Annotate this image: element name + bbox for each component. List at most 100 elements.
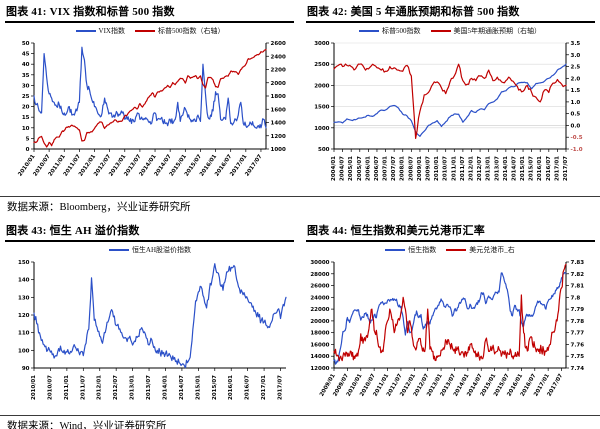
chart-42-legend: 标普500指数 美国5年期通胀预期（右轴） [359, 25, 541, 37]
tick-label: 2600 [271, 41, 286, 47]
legend-item: 恒生指数 [385, 245, 436, 255]
tick-label: 2011/01 [451, 156, 457, 181]
tick-label: 50 [22, 41, 30, 47]
tick-label: 2010/01 [31, 375, 37, 400]
tick-label: 2016/07 [245, 375, 251, 400]
tick-label: 2016/01 [537, 156, 543, 181]
tick-label: 2012/01 [468, 156, 474, 181]
tick-label: 3.0 [571, 53, 581, 59]
tick-label: 12000 [310, 366, 329, 372]
tick-label: 2000 [271, 81, 286, 87]
tick-label: 90 [22, 366, 30, 372]
tick-label: 0.0 [571, 123, 581, 129]
tick-label: 7.74 [571, 366, 585, 372]
tick-label: 15 [22, 115, 30, 121]
tick-label: 7.76 [571, 342, 585, 348]
tick-label: 3000 [314, 41, 329, 47]
tick-label: 2013/01 [486, 156, 492, 181]
tick-label: 2011/07 [80, 375, 86, 400]
tick-label: 7.77 [571, 331, 585, 337]
figure-43-title: 图表 43: 恒生 AH 溢价指数 [5, 222, 294, 242]
tick-label: 7.81 [571, 284, 585, 290]
source-caption-bottom: 数据来源：Wind，兴业证券研究所 [0, 415, 600, 429]
legend-item: 恒生AH股溢价指数 [108, 245, 191, 255]
tick-label: 3.5 [571, 41, 581, 47]
tick-label: 2006/01 [365, 156, 371, 181]
tick-label: 7.82 [571, 272, 585, 278]
legend-label: 美国5年期通胀预期（右轴） [453, 27, 542, 35]
tick-label: 2000 [314, 83, 329, 89]
tick-label: 2500 [314, 62, 329, 68]
chart-41-series-1 [33, 49, 267, 148]
tick-label: 2005/07 [357, 156, 363, 181]
tick-label: 2005/01 [348, 156, 354, 181]
chart-row-bottom: 恒生AH股溢价指数 90 100 110 120 130 140 150 2010/01 2010… [0, 242, 600, 414]
tick-label: 7.75 [571, 354, 585, 360]
tick-label: 2.5 [571, 65, 581, 71]
tick-label: 2.0 [571, 76, 581, 82]
tick-label: 2004/01 [331, 156, 337, 181]
legend-label: 标普500指数（右轴） [157, 27, 225, 35]
tick-label: 2200 [271, 68, 286, 74]
tick-label: 120 [18, 313, 30, 319]
chart-41-canvas: 0 5 10 15 20 25 30 35 40 45 50 1000 1200 1400 1600 1800… [17, 41, 286, 178]
tick-label: 1.5 [571, 88, 581, 94]
figure-title-row-bottom: 图表 43: 恒生 AH 溢价指数 图表 44: 恒生指数和美元兑港币汇率 [0, 219, 600, 242]
tick-label: 2010/01 [434, 156, 440, 181]
legend-item: 标普500指数（右轴） [134, 26, 225, 36]
tick-label: 2016/07 [546, 156, 552, 181]
tick-label: 30 [22, 83, 30, 89]
chart-42-series-0 [333, 63, 567, 137]
tick-label: 1400 [271, 121, 286, 127]
tick-label: 10 [22, 126, 30, 132]
tick-label: 35 [22, 73, 30, 79]
tick-label: 150 [18, 260, 30, 266]
tick-label: 500 [318, 147, 330, 153]
chart-42-series-1 [333, 63, 567, 140]
tick-label: 18000 [310, 331, 329, 337]
chart-41-legend: VIX指数 标普500指数（右轴） [75, 25, 225, 37]
chart-43-series-0 [33, 263, 287, 369]
tick-label: 2017/07 [278, 375, 284, 400]
legend-item: 标普500指数 [359, 26, 421, 36]
tick-label: 2012/01 [97, 375, 103, 400]
legend-item: 美元兑港币_右 [446, 245, 515, 255]
tick-label: 5 [26, 136, 30, 142]
source-caption-top: 数据来源：Bloomberg，兴业证券研究所 [0, 196, 600, 216]
legend-line-swatch [75, 30, 96, 32]
tick-label: 100 [18, 348, 30, 354]
tick-label: 2014/07 [511, 156, 517, 181]
tick-label: 2012/07 [477, 156, 483, 181]
tick-label: 140 [18, 278, 30, 284]
chart-41-panel: VIX指数 标普500指数（右轴） 0 5 10 15 20 25 30 35 40 45 50 1000… [0, 23, 300, 195]
tick-label: 2017/01 [554, 156, 560, 181]
legend-label: 恒生指数 [408, 246, 437, 254]
tick-label: 110 [18, 331, 30, 337]
tick-label: 2015/01 [195, 375, 201, 400]
legend-line-swatch [385, 249, 406, 251]
tick-label: 1000 [314, 126, 329, 132]
chart-44-series-0 [333, 271, 567, 365]
tick-label: 2008/01 [400, 156, 406, 181]
tick-label: 28000 [310, 272, 329, 278]
tick-label: 2014/01 [162, 375, 168, 400]
tick-label: 1.0 [571, 100, 581, 106]
chart-43-panel: 恒生AH股溢价指数 90 100 110 120 130 140 150 2010/01 2010… [0, 242, 300, 414]
tick-label: 14000 [310, 354, 329, 360]
tick-label: 2011/07 [460, 156, 466, 181]
tick-label: 2013/01 [130, 375, 136, 400]
tick-label: 2007/01 [383, 156, 389, 181]
legend-line-swatch [108, 249, 129, 251]
chart-43-legend: 恒生AH股溢价指数 [108, 244, 191, 256]
chart-43-canvas: 90 100 110 120 130 140 150 2010/01 2010/07 2011/0… [18, 260, 287, 400]
tick-label: 2008/07 [408, 156, 414, 181]
tick-label: 2015/07 [529, 156, 535, 181]
chart-44-canvas: 12000 14000 16000 18000 20000 22000 24000 26000… [310, 260, 585, 398]
chart-41-series-0 [33, 46, 267, 129]
tick-label: 1000 [271, 147, 286, 153]
tick-label: 2400 [271, 54, 286, 60]
tick-label: 2013/07 [494, 156, 500, 181]
tick-label: 24000 [310, 295, 329, 301]
legend-item: VIX指数 [75, 26, 125, 36]
